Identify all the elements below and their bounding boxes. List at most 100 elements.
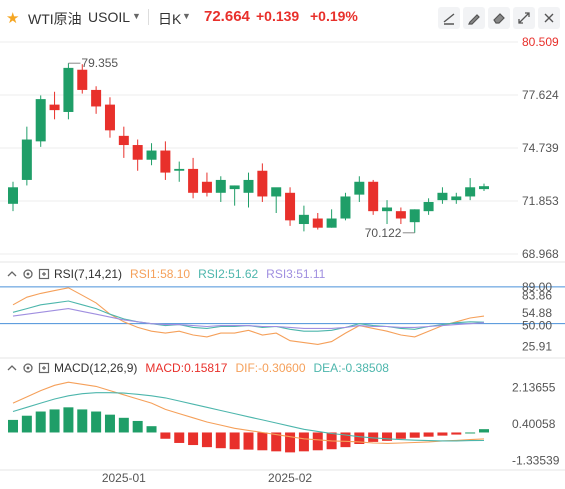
rsi1-name: RSI1 <box>130 267 157 281</box>
candle-body <box>91 89 102 107</box>
pencil-button[interactable] <box>463 7 485 29</box>
dif-name: DIF <box>235 361 255 375</box>
x-axis-tick-label: 2025-02 <box>268 471 312 485</box>
rsi-series-line <box>12 300 485 332</box>
candle-body <box>479 186 489 190</box>
draw-line-button[interactable] <box>438 7 460 29</box>
macd-value-legend: MACD:0.15817 <box>145 361 228 375</box>
dif-legend: DIF:-0.30600 <box>235 361 306 375</box>
candle-body <box>8 187 18 204</box>
candle-body <box>201 181 212 193</box>
candle-body <box>243 179 254 193</box>
dropdown-caret-icon[interactable]: ▼ <box>132 11 141 21</box>
macd-histogram-bar <box>423 432 434 437</box>
macd-histogram-bar <box>451 432 462 435</box>
candle-body <box>285 192 296 221</box>
macd-histogram-bar <box>146 426 157 433</box>
macd-histogram-bar <box>174 432 185 443</box>
macd-axis-tick-label: 0.40058 <box>512 417 556 431</box>
collapse-icon[interactable] <box>6 268 18 280</box>
expand-button[interactable] <box>513 7 535 29</box>
macd-histogram-bar <box>382 432 393 441</box>
period-caret-icon[interactable]: ▼ <box>182 11 191 21</box>
price-axis-tick-label: 68.968 <box>522 247 559 261</box>
macd-axis-tick-label: 2.13655 <box>512 381 556 395</box>
macd-histogram-bar <box>91 411 102 433</box>
macd-histogram-bar <box>160 432 171 439</box>
macd-histogram-bar <box>298 432 309 452</box>
close-button[interactable] <box>538 7 560 29</box>
pencil-icon <box>468 14 480 25</box>
candle-body <box>21 139 32 180</box>
symbol-name[interactable]: WTI原油 <box>28 11 82 27</box>
symbol-code[interactable]: USOIL <box>88 9 131 25</box>
candle-body <box>215 179 226 193</box>
rsi-title: RSI(7,14,21) <box>54 267 123 281</box>
candle-body <box>63 67 74 112</box>
candle-body <box>451 196 462 201</box>
price-axis-tick-label: 74.739 <box>522 141 559 155</box>
candle-body <box>229 185 240 190</box>
collapse-icon[interactable] <box>6 362 18 374</box>
macd-histogram-bar <box>188 432 199 446</box>
rsi-series-line <box>12 287 485 345</box>
rsi-series-line <box>12 308 485 329</box>
settings-icon[interactable] <box>22 268 34 280</box>
candle-body <box>160 150 171 173</box>
dea-value: -0.38508 <box>341 361 389 375</box>
dea-legend: DEA:-0.38508 <box>313 361 389 375</box>
candle-body <box>49 104 60 111</box>
price-axis-tick-label: 77.624 <box>522 88 559 102</box>
candle-body <box>174 168 185 171</box>
rsi1-legend: RSI1:58.10 <box>130 267 191 281</box>
macd-histogram-bar <box>395 432 406 439</box>
indicator-icon[interactable] <box>38 268 50 280</box>
macd-histogram-bar <box>8 419 18 433</box>
candle-body <box>465 187 476 197</box>
macd-dif-line <box>12 381 485 444</box>
x-axis-tick-label: 2025-01 <box>102 471 146 485</box>
candle-body <box>257 170 268 197</box>
macd-value: 0.15817 <box>184 361 228 375</box>
period-selector[interactable]: 日K <box>158 11 182 27</box>
macd-histogram-bar <box>77 409 88 433</box>
min-annotation-label: 70.122 <box>365 226 402 240</box>
star-icon[interactable]: ★ <box>6 10 20 27</box>
macd-histogram-bar <box>132 420 143 433</box>
close-icon <box>544 13 554 23</box>
macd-histogram-bar <box>479 429 489 433</box>
macd-title: MACD(12,26,9) <box>54 361 138 375</box>
candle-body <box>423 201 434 212</box>
candle-body <box>326 218 337 228</box>
dea-name: DEA <box>313 361 339 375</box>
price-change-pct: +0.19% <box>310 8 358 24</box>
candle-body <box>35 99 46 142</box>
macd-histogram-bar <box>118 417 129 433</box>
candle-body <box>132 145 143 160</box>
candle-body <box>118 135 129 146</box>
macd-histogram-bar <box>35 411 46 433</box>
macd-histogram-bar <box>437 432 448 436</box>
macd-histogram-bar <box>257 432 268 451</box>
macd-histogram-bar <box>368 432 379 442</box>
price-change: +0.139 <box>256 8 300 24</box>
last-price: 72.664 <box>204 8 250 25</box>
price-axis-tick-label: 80.509 <box>522 35 559 49</box>
rsi2-name: RSI2 <box>198 267 225 281</box>
rsi3-legend: RSI3:51.11 <box>266 267 326 281</box>
macd-histogram-bar <box>271 432 282 452</box>
rsi3-value: 51.11 <box>296 267 326 281</box>
candle-body <box>437 192 448 201</box>
macd-histogram-bar <box>354 432 365 444</box>
max-annotation-label: 79.355 <box>81 56 118 70</box>
settings-icon[interactable] <box>22 362 34 374</box>
candle-body <box>146 150 157 160</box>
indicator-icon[interactable] <box>38 362 50 374</box>
rsi-axis-tick-label: 83.86 <box>522 289 552 303</box>
rsi1-value: 58.10 <box>160 267 191 281</box>
candle-body <box>104 104 115 131</box>
eraser-button[interactable] <box>488 7 510 29</box>
dif-value: -0.30600 <box>258 361 306 375</box>
macd-histogram-bar <box>409 432 420 438</box>
